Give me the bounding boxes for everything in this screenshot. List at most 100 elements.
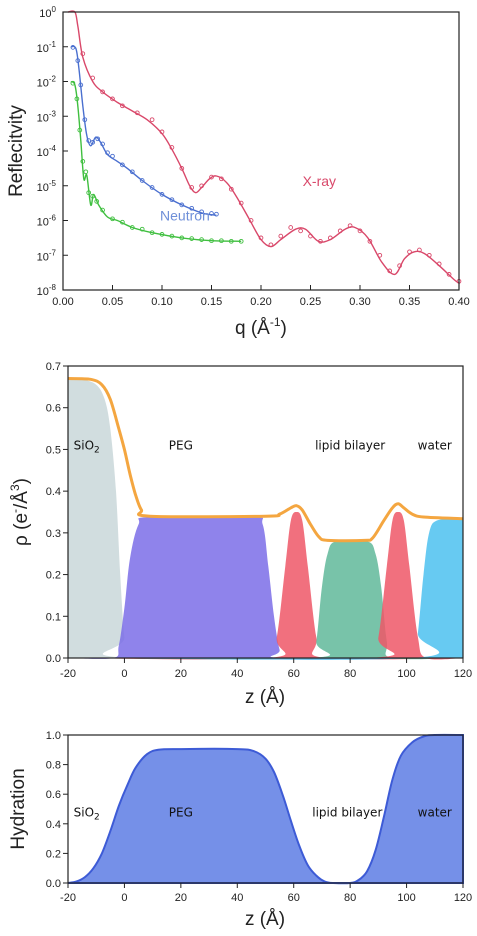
green-data-point xyxy=(199,237,204,242)
x-ray-data-point xyxy=(228,186,234,192)
y-tick-base: 10 xyxy=(37,182,49,194)
neutron-data-point xyxy=(189,205,195,211)
x-ray-data-point xyxy=(308,233,313,239)
neutron-data-point xyxy=(149,185,155,190)
x-ray-data-point xyxy=(407,249,412,255)
y-tick-label: 0.1 xyxy=(46,611,61,623)
y-tick-label: 10-2 xyxy=(37,75,57,90)
x-tick-label: 120 xyxy=(454,668,472,680)
x-ray-data-point xyxy=(189,185,195,190)
x-ray-data-point xyxy=(199,183,204,189)
x-ray-data-point xyxy=(417,247,422,253)
x-ray-data-point xyxy=(134,110,140,116)
x-tick-label: 0.40 xyxy=(448,296,469,308)
y-tick-label: 100 xyxy=(39,5,56,20)
reflectivity-x-axis-label-close: ) xyxy=(281,318,287,339)
x-ray-data-point xyxy=(100,89,105,95)
y-tick-exp: 0 xyxy=(52,5,57,14)
neutron-data-point xyxy=(105,150,110,156)
density-y-axis-label-close: ) xyxy=(11,478,32,484)
x-tick-label: 0.00 xyxy=(52,296,73,308)
y-tick-label: 10-8 xyxy=(37,283,57,298)
neutron-data-point xyxy=(82,117,88,123)
reflectivity-ticks: 0.00 0.05 0.10 0.15 0.20 0.25 0.30 0.35 0.401001… xyxy=(37,5,470,308)
green-data-point xyxy=(100,207,105,213)
green-data-point xyxy=(94,199,100,204)
x-ray-data-point xyxy=(278,233,284,239)
y-tick-label: 0.4 xyxy=(46,819,61,831)
y-tick-label: 10-5 xyxy=(37,179,57,194)
hydration-region-label-sio2-main: SiO xyxy=(74,805,94,819)
y-tick-base: 10 xyxy=(39,8,51,20)
neutron-data-point xyxy=(110,153,115,159)
density-y-axis-label: ρ (e-/Å3) xyxy=(8,478,32,546)
x-tick-label: 0 xyxy=(121,892,127,904)
x-ray-data-point xyxy=(397,263,402,269)
x-tick-label: 20 xyxy=(175,892,187,904)
x-ray-data-point xyxy=(337,228,343,234)
neutron-data-point xyxy=(95,136,101,142)
y-tick-base: 10 xyxy=(37,78,49,90)
y-tick-base: 10 xyxy=(37,147,49,159)
x-ray-data-point xyxy=(357,228,363,234)
reflectivity-y-axis-label: Reflecitvity xyxy=(6,105,27,197)
x-ray-data-point xyxy=(268,242,274,248)
green-data-point xyxy=(159,232,165,237)
reflectivity-plot-frame xyxy=(62,11,460,291)
green-data-point xyxy=(90,193,96,199)
xray-annotation: X-ray xyxy=(303,173,336,189)
neutron-data-point xyxy=(78,82,84,88)
reflectivity-x-axis-label-sup: -1 xyxy=(270,315,281,329)
neutron-fit-curve xyxy=(70,45,217,216)
reflectivity-panel: 0.00 0.05 0.10 0.15 0.20 0.25 0.30 0.35 0.401001… xyxy=(6,5,470,339)
x-ray-data-point xyxy=(426,252,432,258)
density-region-labels: SiO2 PEG lipid bilayer water xyxy=(74,438,452,455)
region-label-water: water xyxy=(418,438,452,452)
y-tick-base: 10 xyxy=(37,251,49,263)
x-ray-data-point xyxy=(238,200,244,206)
green-data-point xyxy=(74,96,80,102)
y-tick-exp: -6 xyxy=(49,214,57,223)
y-tick-label: 0.6 xyxy=(46,403,61,415)
y-tick-label: 10-6 xyxy=(37,214,57,229)
x-ray-data-point xyxy=(179,166,185,171)
density-y-axis-label-mid: /Å xyxy=(11,491,32,509)
x-ray-data-point xyxy=(288,225,294,230)
density-panel: -20 0 20 40 60 80 100 120 0.0 0.1 0.2 0.3 0.4 0.5 0.6 0… xyxy=(8,361,472,708)
hydration-region-label-lipid-bilayer: lipid bilayer xyxy=(312,805,382,819)
x-tick-label: 80 xyxy=(344,668,356,680)
neutron-data-point xyxy=(199,209,204,215)
x-ray-data-point xyxy=(377,252,383,258)
region-label-lipid-bilayer: lipid bilayer xyxy=(315,438,385,452)
density-y-axis-label-main: ρ (e xyxy=(11,513,32,546)
x-ray-data-point xyxy=(169,145,175,150)
y-tick-label: 0.7 xyxy=(46,361,61,373)
x-tick-label: 0.35 xyxy=(399,296,420,308)
x-tick-label: 40 xyxy=(231,668,243,680)
x-ray-data-point xyxy=(219,176,224,182)
x-ray-data-point xyxy=(347,223,353,229)
hydration-region-labels: SiO2 PEG lipid bilayer water xyxy=(74,805,452,822)
neutron-data-point xyxy=(214,211,219,217)
x-tick-label: 0.20 xyxy=(250,296,271,308)
x-tick-label: 80 xyxy=(344,892,356,904)
x-ray-fit-curve xyxy=(67,10,460,284)
y-tick-base: 10 xyxy=(37,112,49,124)
hydration-region-label-sio2-sub: 2 xyxy=(94,812,100,822)
green-data-point xyxy=(120,219,125,225)
density-area-tails xyxy=(68,539,463,660)
x-ray-data-point xyxy=(80,51,86,57)
neutron-data-point xyxy=(139,178,145,183)
y-tick-label: 0.2 xyxy=(46,570,61,582)
x-ray-data-point xyxy=(159,129,165,135)
neutron-data-point xyxy=(75,58,81,63)
y-tick-label: 0.0 xyxy=(46,653,61,665)
y-tick-exp: -5 xyxy=(49,179,57,188)
y-tick-exp: -2 xyxy=(49,75,57,84)
x-tick-label: 0.15 xyxy=(201,296,222,308)
x-tick-label: -20 xyxy=(60,668,76,680)
neutron-data-point xyxy=(90,139,96,145)
hydration-region-label-sio2: SiO2 xyxy=(74,805,100,822)
green-fit-curve xyxy=(70,80,242,242)
